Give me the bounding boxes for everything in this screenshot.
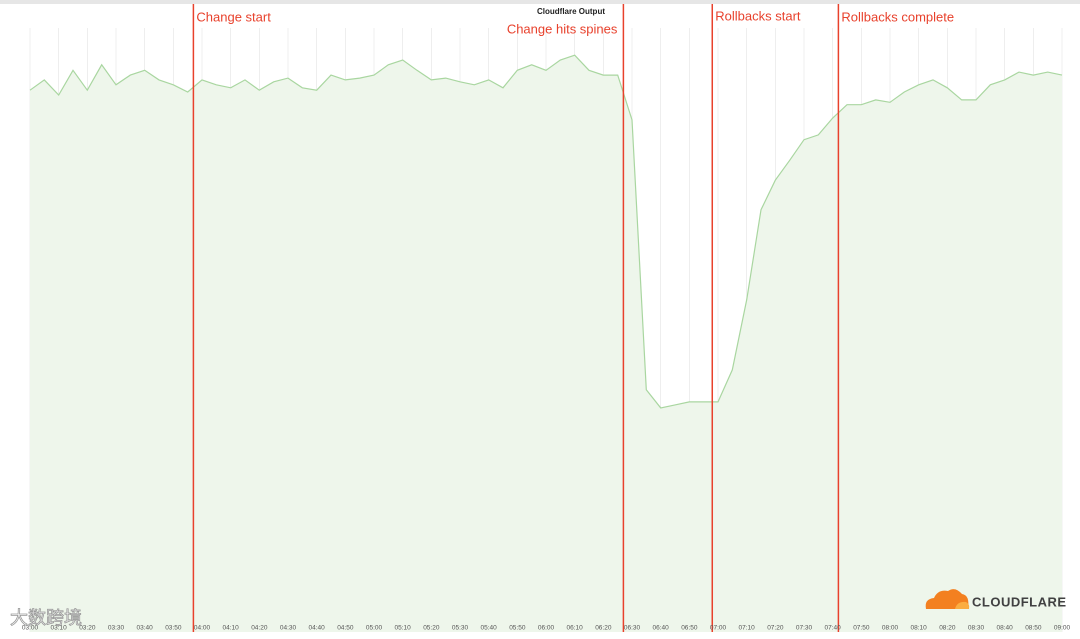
x-tick-label: 06:40 bbox=[653, 625, 670, 632]
x-tick-label: 05:10 bbox=[395, 625, 412, 632]
x-tick-label: 07:10 bbox=[739, 625, 756, 632]
x-tick-label: 08:50 bbox=[1025, 625, 1042, 632]
x-tick-label: 07:00 bbox=[710, 625, 727, 632]
x-tick-label: 05:00 bbox=[366, 625, 383, 632]
x-tick-label: 05:30 bbox=[452, 625, 469, 632]
x-tick-label: 08:40 bbox=[997, 625, 1014, 632]
top-border bbox=[0, 0, 1080, 4]
annotation-label: Change start bbox=[196, 9, 271, 24]
watermark: 大数跨境 bbox=[10, 608, 82, 628]
x-tick-label: 07:30 bbox=[796, 625, 813, 632]
annotation-label: Change hits spines bbox=[507, 21, 618, 36]
x-tick-label: 06:10 bbox=[567, 625, 584, 632]
x-tick-label: 04:10 bbox=[223, 625, 240, 632]
x-tick-label: 09:00 bbox=[1054, 625, 1071, 632]
x-tick-label: 03:50 bbox=[165, 625, 182, 632]
x-tick-label: 05:50 bbox=[509, 625, 526, 632]
x-tick-label: 07:40 bbox=[825, 625, 842, 632]
logo: CLOUDFLARE bbox=[925, 589, 1067, 609]
logo-cloud bbox=[925, 589, 969, 609]
x-tick-label: 08:30 bbox=[968, 625, 985, 632]
x-tick-label: 06:30 bbox=[624, 625, 641, 632]
x-tick-label: 05:20 bbox=[423, 625, 440, 632]
x-tick-label: 04:50 bbox=[337, 625, 354, 632]
x-tick-label: 03:20 bbox=[79, 625, 96, 632]
annotation-label: Rollbacks complete bbox=[841, 9, 954, 24]
x-tick-label: 04:30 bbox=[280, 625, 297, 632]
x-tick-label: 03:30 bbox=[108, 625, 125, 632]
x-tick-label: 04:40 bbox=[309, 625, 326, 632]
x-tick-label: 06:50 bbox=[681, 625, 698, 632]
logo-cloud bbox=[955, 601, 970, 609]
x-tick-label: 05:40 bbox=[481, 625, 498, 632]
x-tick-label: 04:20 bbox=[251, 625, 268, 632]
x-tick-label: 08:10 bbox=[911, 625, 928, 632]
x-tick-label: 03:10 bbox=[51, 625, 68, 632]
area bbox=[30, 55, 1062, 632]
chart-title: Cloudflare Output bbox=[537, 7, 605, 16]
x-tick-label: 06:00 bbox=[538, 625, 555, 632]
x-tick-label: 07:50 bbox=[853, 625, 870, 632]
x-tick-label: 08:20 bbox=[939, 625, 956, 632]
x-tick-label: 07:20 bbox=[767, 625, 784, 632]
x-tick-label: 06:20 bbox=[595, 625, 612, 632]
annotation-label: Rollbacks start bbox=[715, 8, 801, 23]
x-tick-label: 03:40 bbox=[137, 625, 154, 632]
logo-text: CLOUDFLARE bbox=[972, 594, 1067, 609]
x-tick-label: 08:00 bbox=[882, 625, 899, 632]
x-tick-label: 04:00 bbox=[194, 625, 211, 632]
line bbox=[29, 54, 1063, 409]
x-tick-label: 03:00 bbox=[22, 625, 39, 632]
